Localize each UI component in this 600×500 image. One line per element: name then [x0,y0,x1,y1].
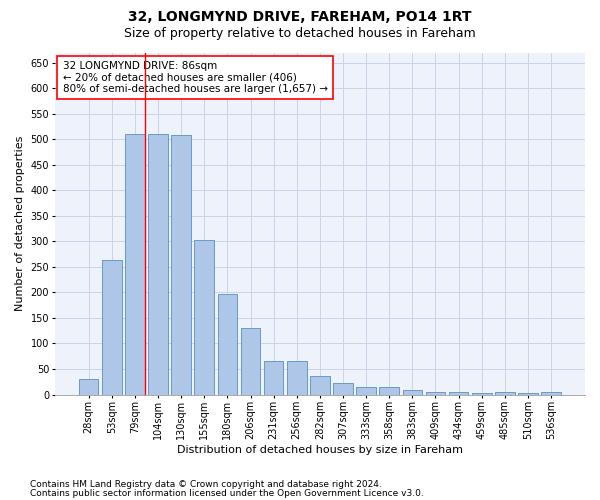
Bar [518,393,538,394]
Bar [495,392,515,394]
Bar [125,134,145,394]
Bar [425,392,445,394]
X-axis label: Distribution of detached houses by size in Fareham: Distribution of detached houses by size … [177,445,463,455]
Y-axis label: Number of detached properties: Number of detached properties [15,136,25,311]
Text: 32 LONGMYND DRIVE: 86sqm
← 20% of detached houses are smaller (406)
80% of semi-: 32 LONGMYND DRIVE: 86sqm ← 20% of detach… [62,61,328,94]
Bar [218,294,237,394]
Bar [333,384,353,394]
Bar [403,390,422,394]
Bar [194,240,214,394]
Bar [379,387,399,394]
Text: 32, LONGMYND DRIVE, FAREHAM, PO14 1RT: 32, LONGMYND DRIVE, FAREHAM, PO14 1RT [128,10,472,24]
Bar [241,328,260,394]
Bar [264,362,283,394]
Bar [287,362,307,394]
Bar [79,379,98,394]
Bar [541,392,561,394]
Bar [310,376,329,394]
Bar [148,134,168,394]
Bar [102,260,122,394]
Text: Size of property relative to detached houses in Fareham: Size of property relative to detached ho… [124,28,476,40]
Bar [449,392,469,394]
Text: Contains public sector information licensed under the Open Government Licence v3: Contains public sector information licen… [30,488,424,498]
Bar [172,135,191,394]
Bar [472,393,491,394]
Text: Contains HM Land Registry data © Crown copyright and database right 2024.: Contains HM Land Registry data © Crown c… [30,480,382,489]
Bar [356,387,376,394]
